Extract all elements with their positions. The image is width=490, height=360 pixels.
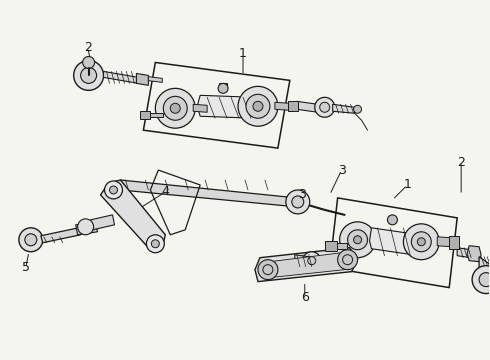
Polygon shape: [100, 180, 165, 248]
Circle shape: [479, 273, 490, 287]
Circle shape: [292, 196, 304, 208]
Text: 1: 1: [403, 179, 411, 192]
Circle shape: [338, 250, 358, 270]
Text: 5: 5: [22, 261, 30, 274]
Circle shape: [246, 94, 270, 118]
Polygon shape: [197, 95, 258, 118]
Polygon shape: [121, 180, 297, 207]
Polygon shape: [193, 104, 207, 112]
Text: 4: 4: [161, 185, 169, 198]
Polygon shape: [325, 241, 337, 251]
Polygon shape: [437, 237, 451, 247]
Circle shape: [315, 97, 335, 117]
Text: 2: 2: [84, 41, 92, 54]
Polygon shape: [136, 73, 148, 85]
Circle shape: [83, 57, 95, 68]
Polygon shape: [295, 255, 315, 267]
Polygon shape: [147, 113, 163, 117]
Text: 3: 3: [338, 163, 345, 176]
Circle shape: [319, 102, 330, 112]
Circle shape: [472, 266, 490, 293]
Polygon shape: [41, 228, 81, 243]
Polygon shape: [467, 246, 481, 262]
Circle shape: [218, 84, 228, 93]
Circle shape: [19, 228, 43, 252]
Circle shape: [308, 257, 316, 265]
Polygon shape: [457, 248, 471, 258]
Circle shape: [77, 219, 94, 235]
Circle shape: [238, 86, 278, 126]
Text: 1: 1: [239, 47, 247, 60]
Circle shape: [354, 105, 362, 113]
Circle shape: [347, 230, 368, 250]
Polygon shape: [297, 101, 318, 112]
Circle shape: [303, 252, 321, 270]
Polygon shape: [275, 102, 290, 110]
Polygon shape: [333, 104, 355, 113]
Circle shape: [340, 222, 375, 258]
Polygon shape: [103, 71, 138, 84]
Circle shape: [163, 96, 187, 120]
Text: 6: 6: [301, 291, 309, 304]
Circle shape: [110, 186, 118, 194]
Circle shape: [403, 224, 439, 260]
Circle shape: [354, 236, 362, 244]
Polygon shape: [219, 84, 227, 88]
Text: 2: 2: [457, 156, 465, 168]
Circle shape: [258, 260, 278, 280]
Polygon shape: [333, 243, 346, 249]
Polygon shape: [369, 228, 421, 256]
Polygon shape: [91, 215, 115, 230]
Circle shape: [171, 103, 180, 113]
Text: 3: 3: [298, 188, 306, 202]
Polygon shape: [268, 253, 347, 278]
Circle shape: [25, 234, 37, 246]
Polygon shape: [141, 111, 150, 119]
Polygon shape: [147, 76, 162, 82]
Circle shape: [81, 67, 97, 84]
Polygon shape: [288, 101, 298, 111]
Polygon shape: [255, 248, 358, 282]
Circle shape: [253, 101, 263, 111]
Circle shape: [147, 235, 164, 253]
Circle shape: [388, 215, 397, 225]
Polygon shape: [75, 222, 98, 235]
Polygon shape: [449, 236, 459, 249]
Circle shape: [151, 240, 159, 248]
Polygon shape: [318, 258, 335, 267]
Circle shape: [412, 232, 431, 252]
Circle shape: [74, 60, 103, 90]
Circle shape: [155, 88, 195, 128]
Circle shape: [286, 190, 310, 214]
Circle shape: [417, 238, 425, 246]
Circle shape: [104, 181, 122, 199]
Polygon shape: [479, 257, 490, 285]
